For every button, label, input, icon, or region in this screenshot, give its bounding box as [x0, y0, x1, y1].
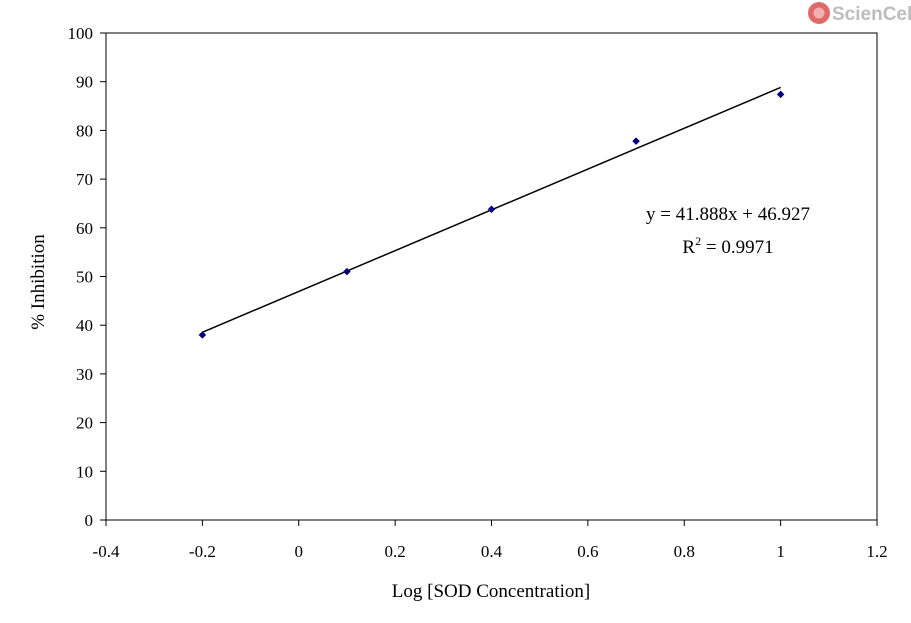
x-tick-label: 0	[295, 542, 304, 561]
r-squared-label: R2 = 0.9971	[682, 234, 773, 258]
x-tick-label: 0.8	[674, 542, 695, 561]
trendline-equation: y = 41.888x + 46.927	[646, 204, 810, 225]
r-squared-superscript: 2	[695, 234, 701, 248]
logo-text: ScienCell	[832, 4, 911, 25]
data-point	[487, 205, 496, 214]
x-axis-title: Log [SOD Concentration]	[392, 581, 590, 602]
x-tick-label: 0.4	[481, 542, 503, 561]
sciencell-logo: ScienCell	[808, 2, 911, 25]
x-tick-label: 1	[776, 542, 785, 561]
data-points	[198, 90, 785, 339]
data-point	[632, 137, 640, 145]
x-axis-ticks: -0.4 -0.2 0 0.2 0.4 0.6 0.8 1 1.2	[93, 520, 888, 561]
r-squared-prefix: R	[682, 237, 695, 258]
r-squared-value: = 0.9971	[701, 237, 773, 258]
plot-area	[105, 32, 878, 521]
y-tick-label: 40	[76, 316, 93, 335]
data-point	[776, 90, 785, 99]
x-tick-label: 0.6	[577, 542, 598, 561]
y-axis-title: % Inhibition	[28, 234, 49, 330]
y-tick-label: 20	[76, 414, 93, 433]
y-tick-label: 70	[76, 170, 93, 189]
y-tick-label: 30	[76, 365, 93, 384]
y-tick-label: 50	[76, 268, 93, 287]
data-point	[343, 267, 351, 276]
x-tick-label: -0.2	[189, 542, 216, 561]
y-tick-label: 60	[76, 219, 93, 238]
x-tick-label: -0.4	[93, 542, 120, 561]
x-tick-label: 1.2	[866, 542, 887, 561]
x-tick-label: 0.2	[385, 542, 406, 561]
logo-emblem-inner-icon	[813, 7, 825, 19]
y-tick-label: 90	[76, 73, 93, 92]
y-axis-ticks: 0 10 20 30 40 50 60 70 80 90 100	[68, 24, 106, 530]
y-tick-label: 0	[85, 511, 94, 530]
data-point	[198, 331, 207, 339]
y-tick-label: 10	[76, 462, 93, 481]
y-tick-label: 100	[68, 24, 94, 43]
y-tick-label: 80	[76, 121, 93, 140]
